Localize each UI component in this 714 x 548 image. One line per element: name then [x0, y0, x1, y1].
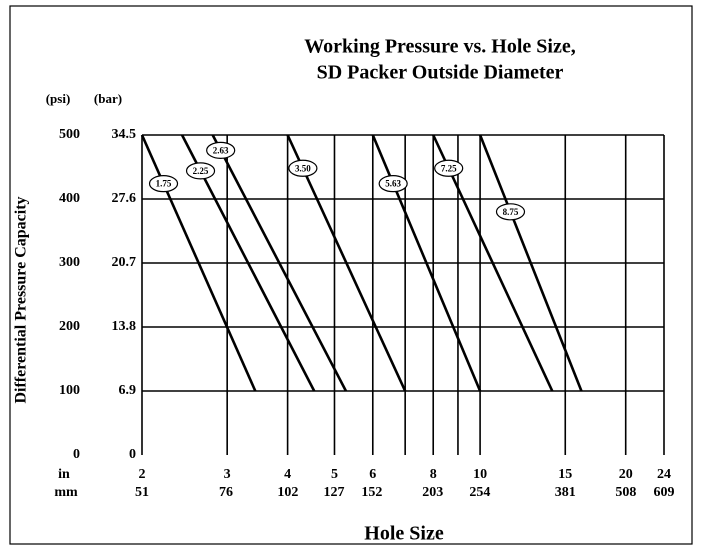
series-label: 5.63 [385, 179, 401, 189]
y2-unit: (bar) [94, 91, 122, 106]
series-label: 3.50 [295, 163, 311, 173]
y-tick-label: 200 [59, 319, 80, 334]
series-label-oval [185, 162, 216, 180]
y2-tick-label: 6.9 [119, 383, 137, 398]
series-label: 2.63 [213, 145, 229, 155]
series-label-oval [378, 175, 408, 193]
y-axis-label: Differential Pressure Capacity [13, 196, 30, 403]
y-tick-label: 500 [59, 127, 80, 142]
frame [9, 5, 693, 545]
x-unit: in [58, 467, 70, 482]
series-label-oval [148, 175, 179, 193]
x-axis-label: Hole Size [364, 523, 444, 545]
x2-tick-label: 609 [654, 485, 675, 500]
series-line [286, 134, 407, 392]
y2-tick-label: 20.7 [112, 255, 137, 270]
x2-tick-label: 51 [135, 485, 149, 500]
x2-tick-label: 203 [422, 485, 443, 500]
y-tick-label: 400 [59, 191, 80, 206]
x-tick-label: 3 [224, 467, 231, 482]
x2-tick-label: 152 [361, 485, 382, 500]
y-unit: (psi) [46, 91, 71, 106]
series-label: 8.75 [503, 207, 519, 217]
x-tick-label: 2 [139, 467, 146, 482]
chart-title: SD Packer Outside Diameter [317, 62, 564, 84]
x-tick-label: 20 [619, 467, 633, 482]
y2-tick-label: 27.6 [112, 191, 137, 206]
x2-tick-label: 254 [469, 485, 490, 500]
series-label-oval [206, 141, 236, 159]
series-line [432, 134, 554, 392]
y-tick-label: 300 [59, 255, 80, 270]
y2-tick-label: 13.8 [112, 319, 137, 334]
x2-tick-label: 76 [219, 485, 233, 500]
x-tick-label: 10 [473, 467, 487, 482]
series-label-oval [434, 159, 464, 177]
x-tick-label: 24 [657, 467, 671, 482]
x-tick-label: 8 [430, 467, 437, 482]
x-tick-label: 6 [369, 467, 376, 482]
x2-tick-label: 127 [324, 485, 345, 500]
series-label: 1.75 [156, 179, 172, 189]
series-line [211, 134, 348, 392]
series-line [478, 134, 583, 392]
x-tick-label: 4 [284, 467, 291, 482]
series-label: 2.25 [193, 166, 209, 176]
y2-tick-label: 0 [129, 447, 136, 462]
x2-tick-label: 102 [277, 485, 298, 500]
series-label: 7.25 [441, 163, 457, 173]
x2-tick-label: 381 [555, 485, 576, 500]
y2-tick-label: 34.5 [112, 127, 137, 142]
y-tick-label: 0 [73, 447, 80, 462]
y-tick-label: 100 [59, 383, 80, 398]
x-tick-label: 15 [558, 467, 572, 482]
x2-tick-label: 508 [615, 485, 636, 500]
series-label-oval [288, 159, 318, 177]
series-label-oval [495, 203, 526, 221]
x2-unit: mm [54, 485, 78, 500]
chart-title: Working Pressure vs. Hole Size, [304, 36, 575, 58]
x-tick-label: 5 [331, 467, 338, 482]
